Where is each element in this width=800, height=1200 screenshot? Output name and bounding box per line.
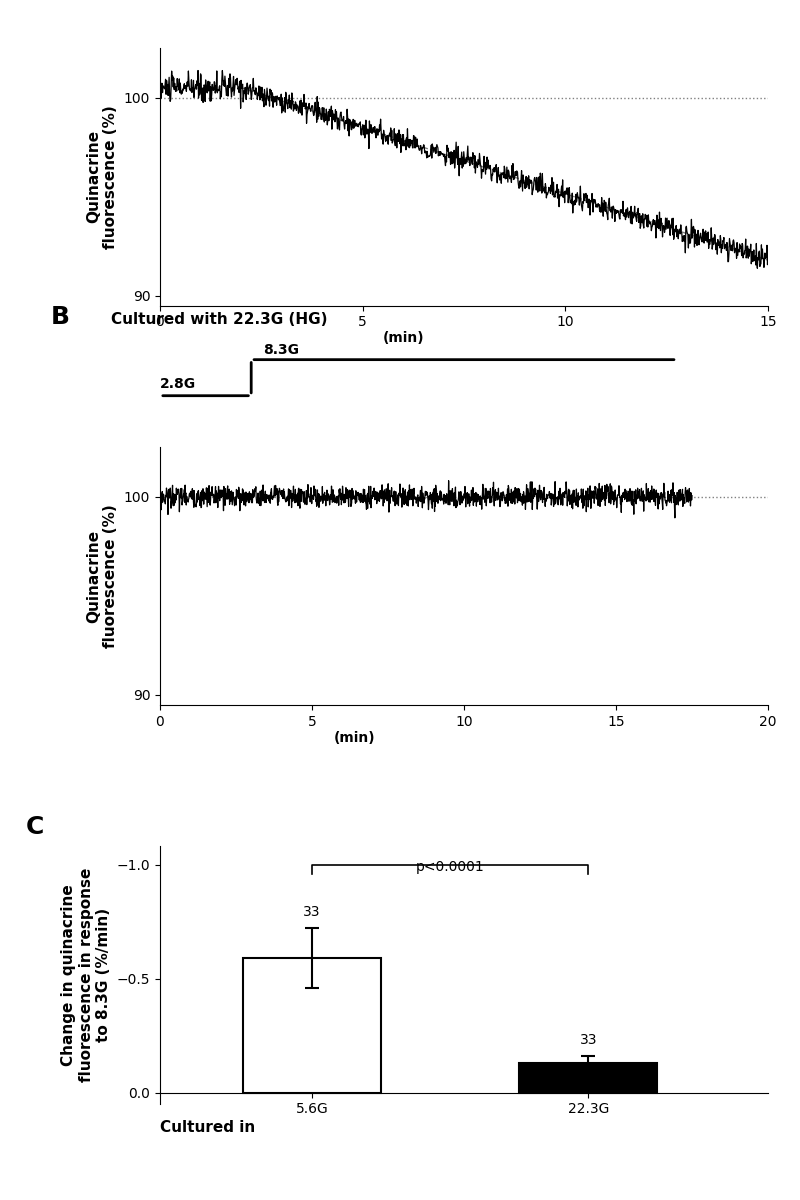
Y-axis label: Quinacrine
fluorescence (%): Quinacrine fluorescence (%) xyxy=(86,104,118,248)
Bar xyxy=(519,1063,658,1093)
Text: 33: 33 xyxy=(580,1033,597,1048)
Text: Cultured with 22.3G (HG): Cultured with 22.3G (HG) xyxy=(111,312,328,326)
Y-axis label: Change in quinacrine
fluorescence in response
to 8.3G (%/min): Change in quinacrine fluorescence in res… xyxy=(62,868,111,1082)
Text: B: B xyxy=(50,305,70,329)
Text: 33: 33 xyxy=(303,905,321,919)
Text: 8.3G: 8.3G xyxy=(263,343,299,358)
Y-axis label: Quinacrine
fluorescence (%): Quinacrine fluorescence (%) xyxy=(86,504,118,648)
X-axis label: (min): (min) xyxy=(334,731,375,744)
Text: p<0.0001: p<0.0001 xyxy=(416,860,485,874)
X-axis label: (min): (min) xyxy=(382,331,424,346)
Text: Cultured in: Cultured in xyxy=(160,1120,255,1135)
Text: 2.8G: 2.8G xyxy=(160,377,196,391)
Bar xyxy=(243,958,381,1093)
Text: C: C xyxy=(26,815,45,839)
